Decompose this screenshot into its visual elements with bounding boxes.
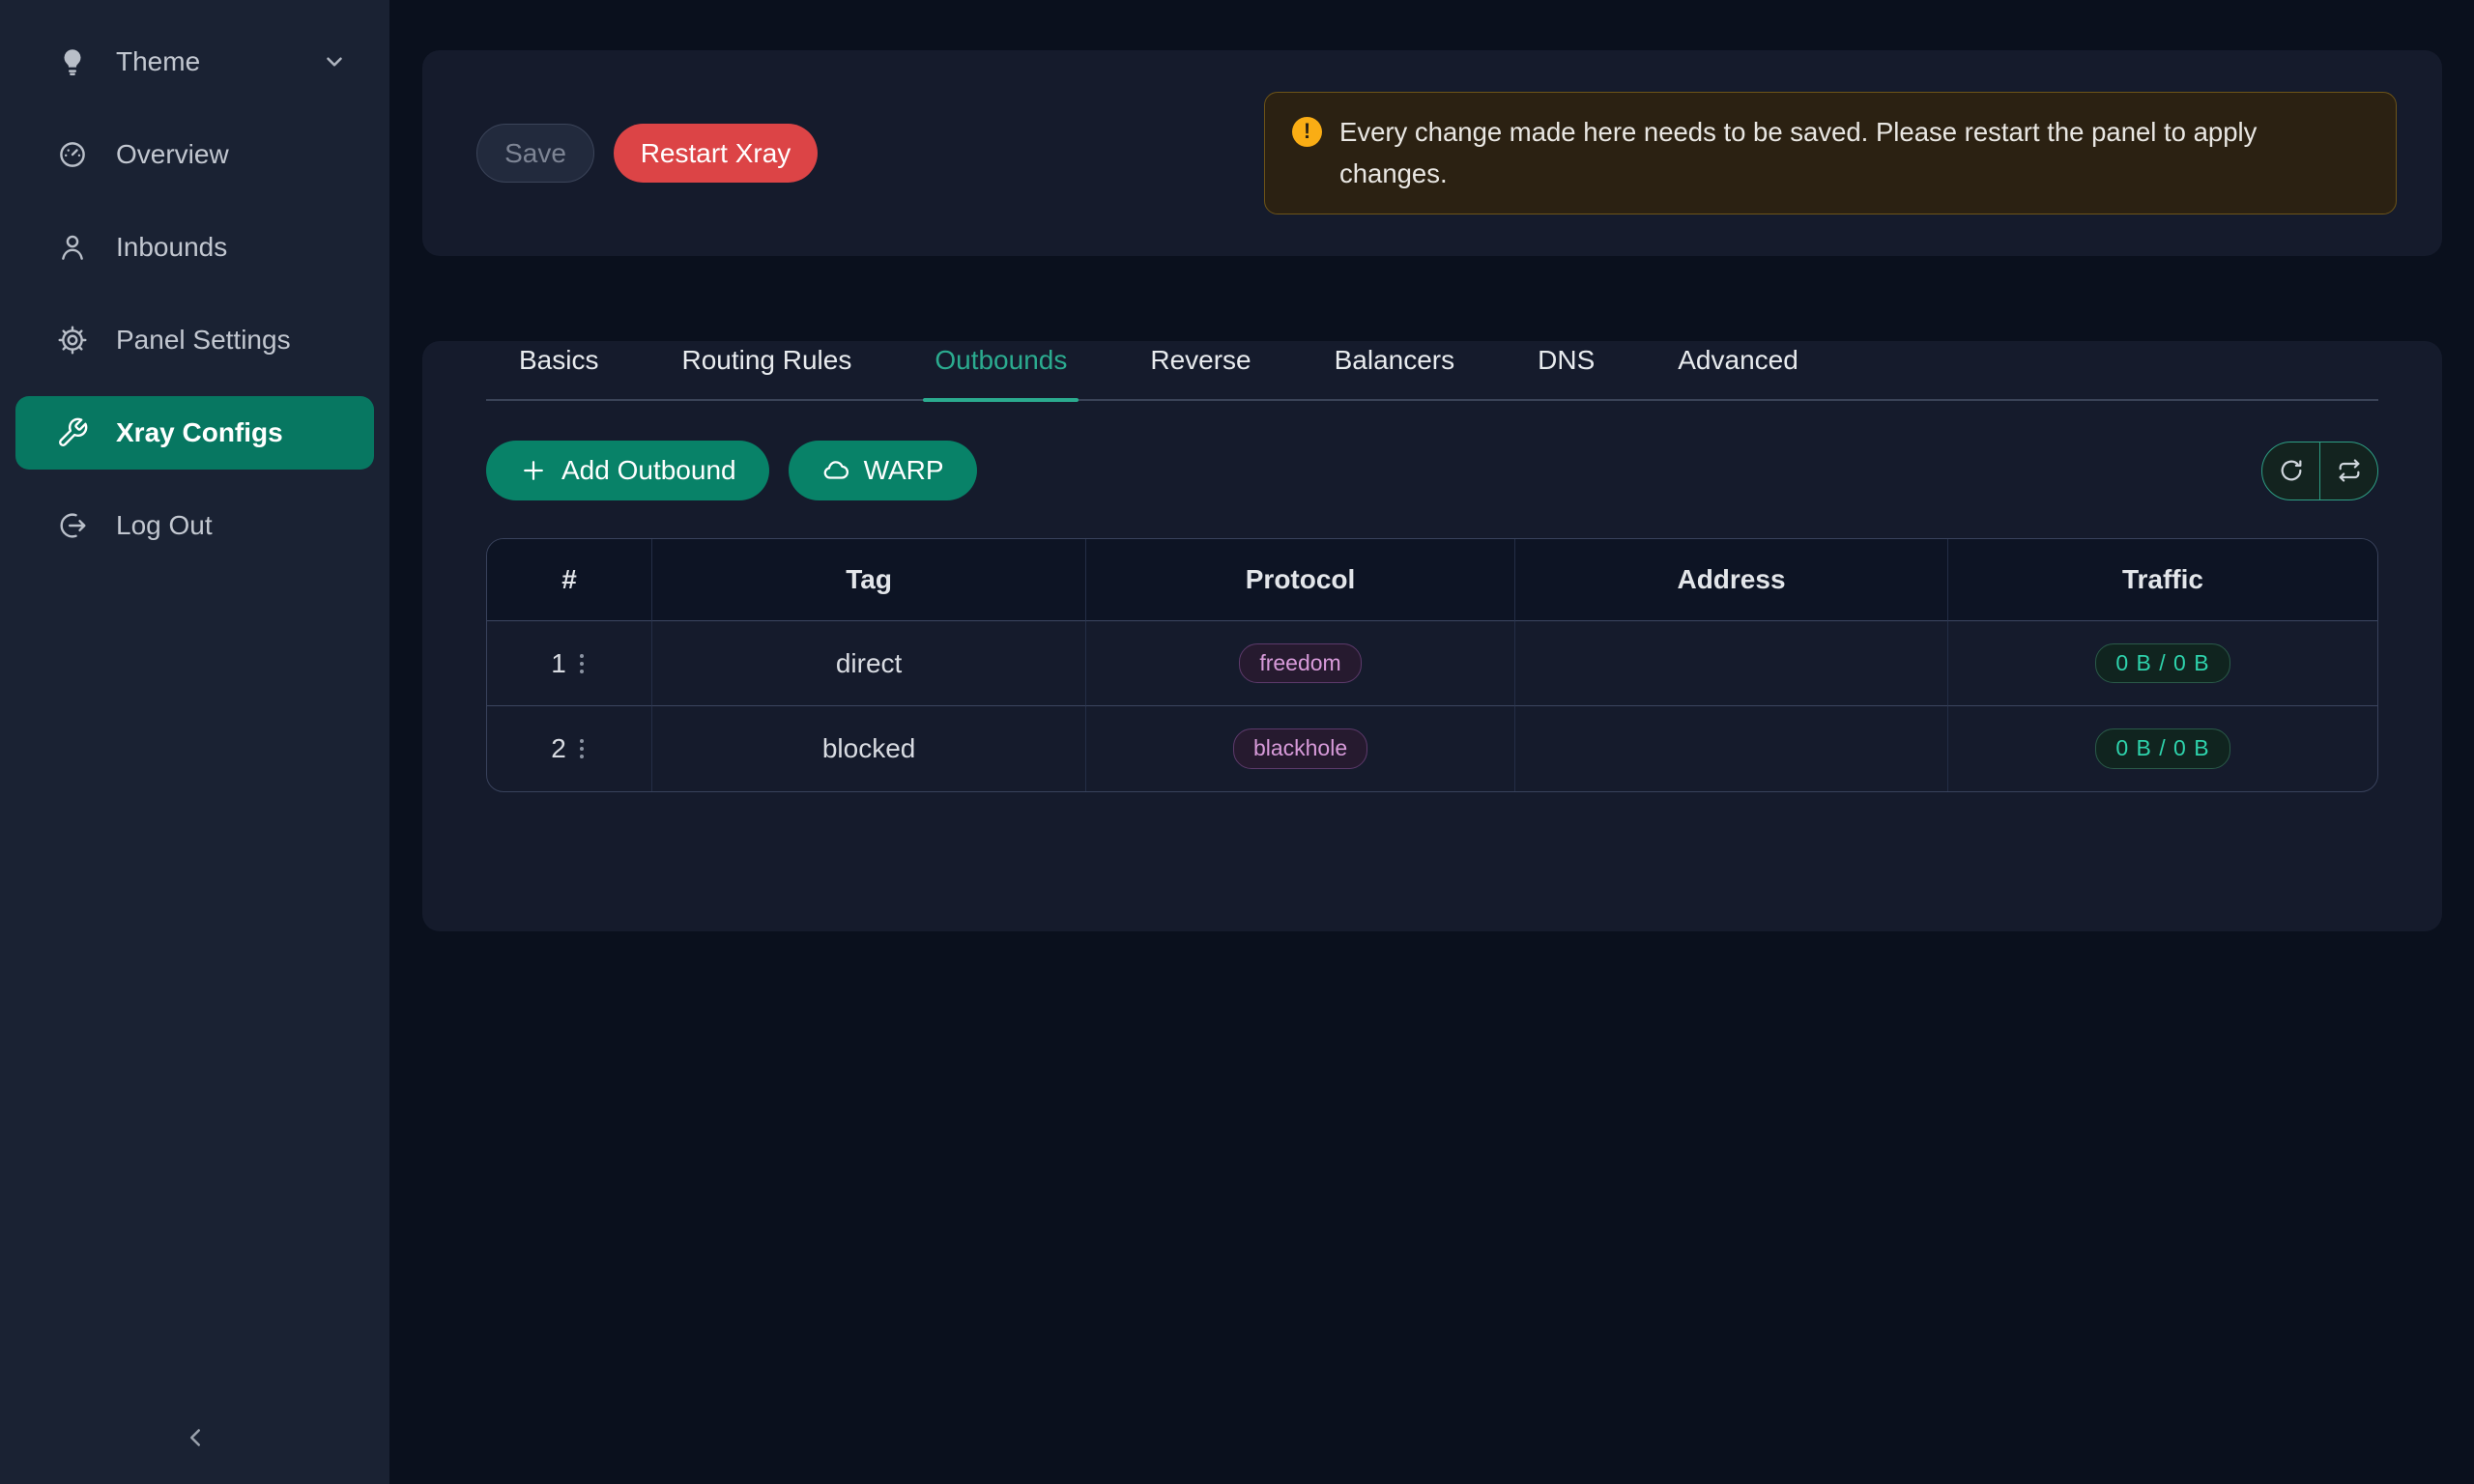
lightbulb-icon [56, 45, 89, 78]
repeat-icon [2336, 457, 2363, 484]
outbounds-table: # Tag Protocol Address Traffic 1 direct … [486, 538, 2378, 792]
sidebar-item-label: Xray Configs [116, 417, 283, 447]
tab-reverse[interactable]: Reverse [1150, 345, 1251, 375]
xray-config-card: Basics Routing Rules Outbounds Reverse B… [422, 341, 2442, 931]
sidebar: Theme Overview Inbounds [0, 0, 389, 1484]
sidebar-item-label: Log Out [116, 510, 213, 540]
config-tabs: Basics Routing Rules Outbounds Reverse B… [486, 341, 2378, 402]
row-menu-icon[interactable] [576, 735, 588, 762]
gear-icon [56, 324, 89, 357]
table-row: 2 blocked blackhole 0 B / 0 B [487, 706, 2377, 791]
tag-cell: direct [652, 621, 1087, 706]
actions-card: Save Restart Xray ! Every change made he… [422, 50, 2442, 256]
table-header-row: # Tag Protocol Address Traffic [487, 539, 2377, 621]
tab-advanced[interactable]: Advanced [1678, 345, 1798, 375]
protocol-cell: freedom [1086, 621, 1516, 706]
plus-icon [519, 456, 548, 485]
protocol-badge: freedom [1239, 642, 1362, 684]
column-header-traffic: Traffic [1947, 539, 2377, 621]
alert-text: Every change made here needs to be saved… [1339, 116, 2258, 188]
table-row: 1 direct freedom 0 B / 0 B [487, 621, 2377, 706]
row-index: 1 [551, 647, 566, 678]
sidebar-item-xray-configs[interactable]: Xray Configs [15, 396, 374, 470]
address-cell [1515, 706, 1948, 791]
save-button[interactable]: Save [476, 124, 594, 183]
sidebar-item-label: Theme [116, 46, 201, 76]
user-icon [56, 231, 89, 264]
refresh-icon [2278, 457, 2305, 484]
sidebar-item-log-out[interactable]: Log Out [15, 489, 374, 562]
protocol-cell: blackhole [1086, 706, 1516, 791]
traffic-cell: 0 B / 0 B [1948, 706, 2377, 791]
cloud-icon [821, 456, 850, 485]
sidebar-collapse-button[interactable] [172, 1414, 218, 1461]
sidebar-item-label: Inbounds [116, 232, 228, 262]
row-menu-icon[interactable] [576, 650, 588, 677]
restart-warning-alert: ! Every change made here needs to be sav… [1264, 91, 2397, 215]
row-index-cell: 2 [487, 706, 653, 791]
row-index: 2 [551, 733, 566, 763]
refresh-button-group [2261, 441, 2378, 500]
column-header-index: # [487, 539, 653, 621]
tab-balancers[interactable]: Balancers [1334, 345, 1455, 375]
address-cell [1515, 621, 1948, 706]
chevron-left-icon [181, 1423, 210, 1452]
column-header-protocol: Protocol [1086, 539, 1516, 621]
main-content: Save Restart Xray ! Every change made he… [389, 0, 2474, 1484]
tab-dns[interactable]: DNS [1538, 345, 1596, 375]
traffic-cell: 0 B / 0 B [1947, 621, 2377, 706]
tab-outbounds[interactable]: Outbounds [902, 341, 1100, 402]
sidebar-item-panel-settings[interactable]: Panel Settings [15, 303, 374, 377]
repeat-button[interactable] [2319, 442, 2377, 499]
column-header-tag: Tag [652, 539, 1087, 621]
sidebar-item-overview[interactable]: Overview [15, 118, 374, 191]
restart-xray-button[interactable]: Restart Xray [614, 124, 818, 183]
sidebar-item-label: Overview [116, 139, 229, 169]
tab-basics[interactable]: Basics [519, 345, 599, 375]
tag-cell: blocked [652, 706, 1087, 791]
chevron-down-icon[interactable] [322, 49, 347, 74]
protocol-badge: blackhole [1232, 728, 1368, 769]
traffic-badge: 0 B / 0 B [2095, 728, 2230, 769]
exclamation-circle-icon: ! [1292, 116, 1322, 147]
warp-label: WARP [863, 455, 944, 485]
outbounds-toolbar: Add Outbound WARP [486, 441, 2378, 500]
add-outbound-label: Add Outbound [561, 455, 736, 485]
traffic-badge: 0 B / 0 B [2095, 642, 2230, 684]
add-outbound-button[interactable]: Add Outbound [486, 441, 769, 500]
sidebar-item-inbounds[interactable]: Inbounds [15, 211, 374, 284]
wrench-icon [56, 416, 89, 449]
refresh-button[interactable] [2262, 442, 2319, 499]
sidebar-item-label: Panel Settings [116, 325, 291, 355]
tab-routing-rules[interactable]: Routing Rules [681, 345, 852, 375]
column-header-address: Address [1515, 539, 1948, 621]
row-index-cell: 1 [487, 621, 653, 706]
sidebar-item-theme[interactable]: Theme [15, 25, 374, 99]
logout-icon [56, 509, 89, 542]
warp-button[interactable]: WARP [788, 441, 977, 500]
gauge-icon [56, 138, 89, 171]
